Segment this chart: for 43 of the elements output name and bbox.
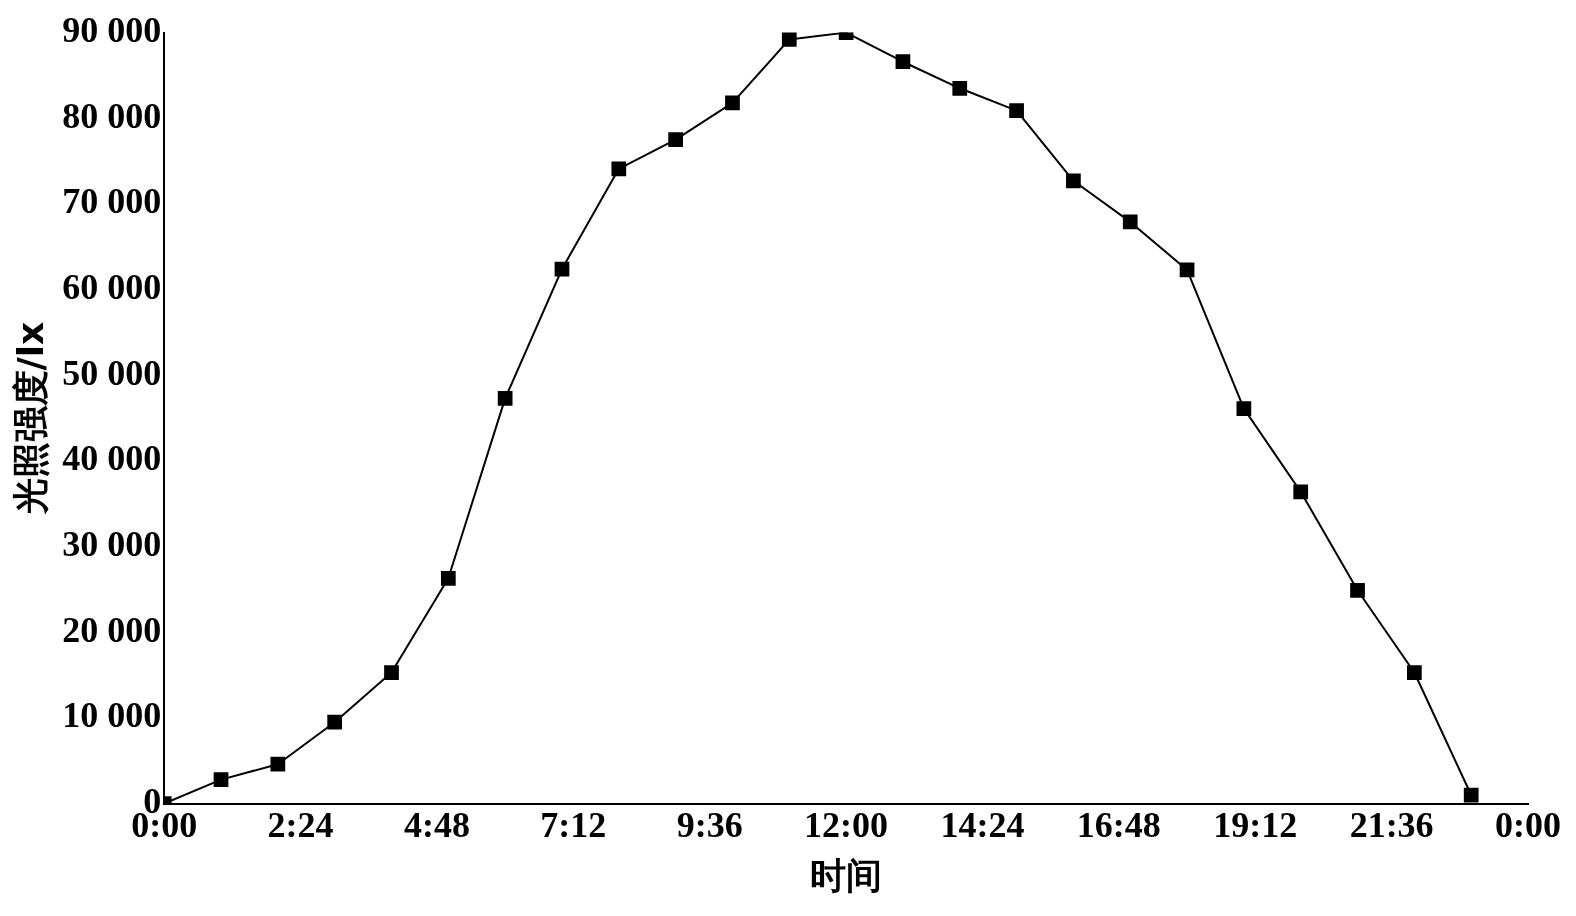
point [611, 161, 627, 177]
x-tick-label: 19:12 [1213, 805, 1298, 846]
point [952, 80, 968, 96]
point [895, 54, 911, 70]
x-tick-label: 7:12 [540, 805, 607, 846]
y-tick-label: 90 000 [62, 9, 162, 50]
point [497, 391, 513, 406]
x-tick-label: 2:24 [267, 805, 334, 846]
y-tick-label: 50 000 [62, 352, 162, 393]
y-tick-label: 40 000 [62, 438, 162, 479]
point [270, 756, 286, 772]
point [1293, 484, 1309, 500]
y-tick-label: 10 000 [62, 695, 162, 736]
y-tick-label: 30 000 [62, 523, 162, 564]
point [1179, 262, 1195, 278]
point [1122, 214, 1138, 230]
x-tick-label: 12:00 [804, 805, 889, 846]
point [384, 665, 399, 680]
x-axis-title: 时间 [810, 854, 883, 896]
point [1236, 401, 1252, 417]
y-tick-label: 20 000 [62, 609, 162, 650]
point [1406, 665, 1422, 680]
y-tick-label: 80 000 [62, 95, 162, 136]
y-axis-title: 光照强度/lx [9, 321, 51, 517]
point [1009, 103, 1024, 118]
point [668, 132, 683, 148]
point [781, 32, 797, 47]
x-tick-label: 9:36 [676, 805, 743, 846]
point [725, 95, 740, 111]
x-tick-label: 16:48 [1076, 805, 1161, 846]
point [213, 772, 229, 787]
point [1463, 787, 1479, 803]
x-tick-label: 4:48 [403, 805, 470, 846]
point [1350, 582, 1365, 598]
y-tick-label: 60 000 [62, 266, 162, 307]
point [1066, 173, 1081, 189]
x-tick-label: 0:00 [1495, 805, 1562, 846]
point [327, 714, 343, 730]
y-tick-label: 70 000 [62, 181, 162, 222]
x-tick-label: 21:36 [1349, 805, 1434, 846]
point [554, 261, 570, 277]
point [440, 570, 456, 586]
x-tick-label: 14:24 [940, 805, 1025, 846]
